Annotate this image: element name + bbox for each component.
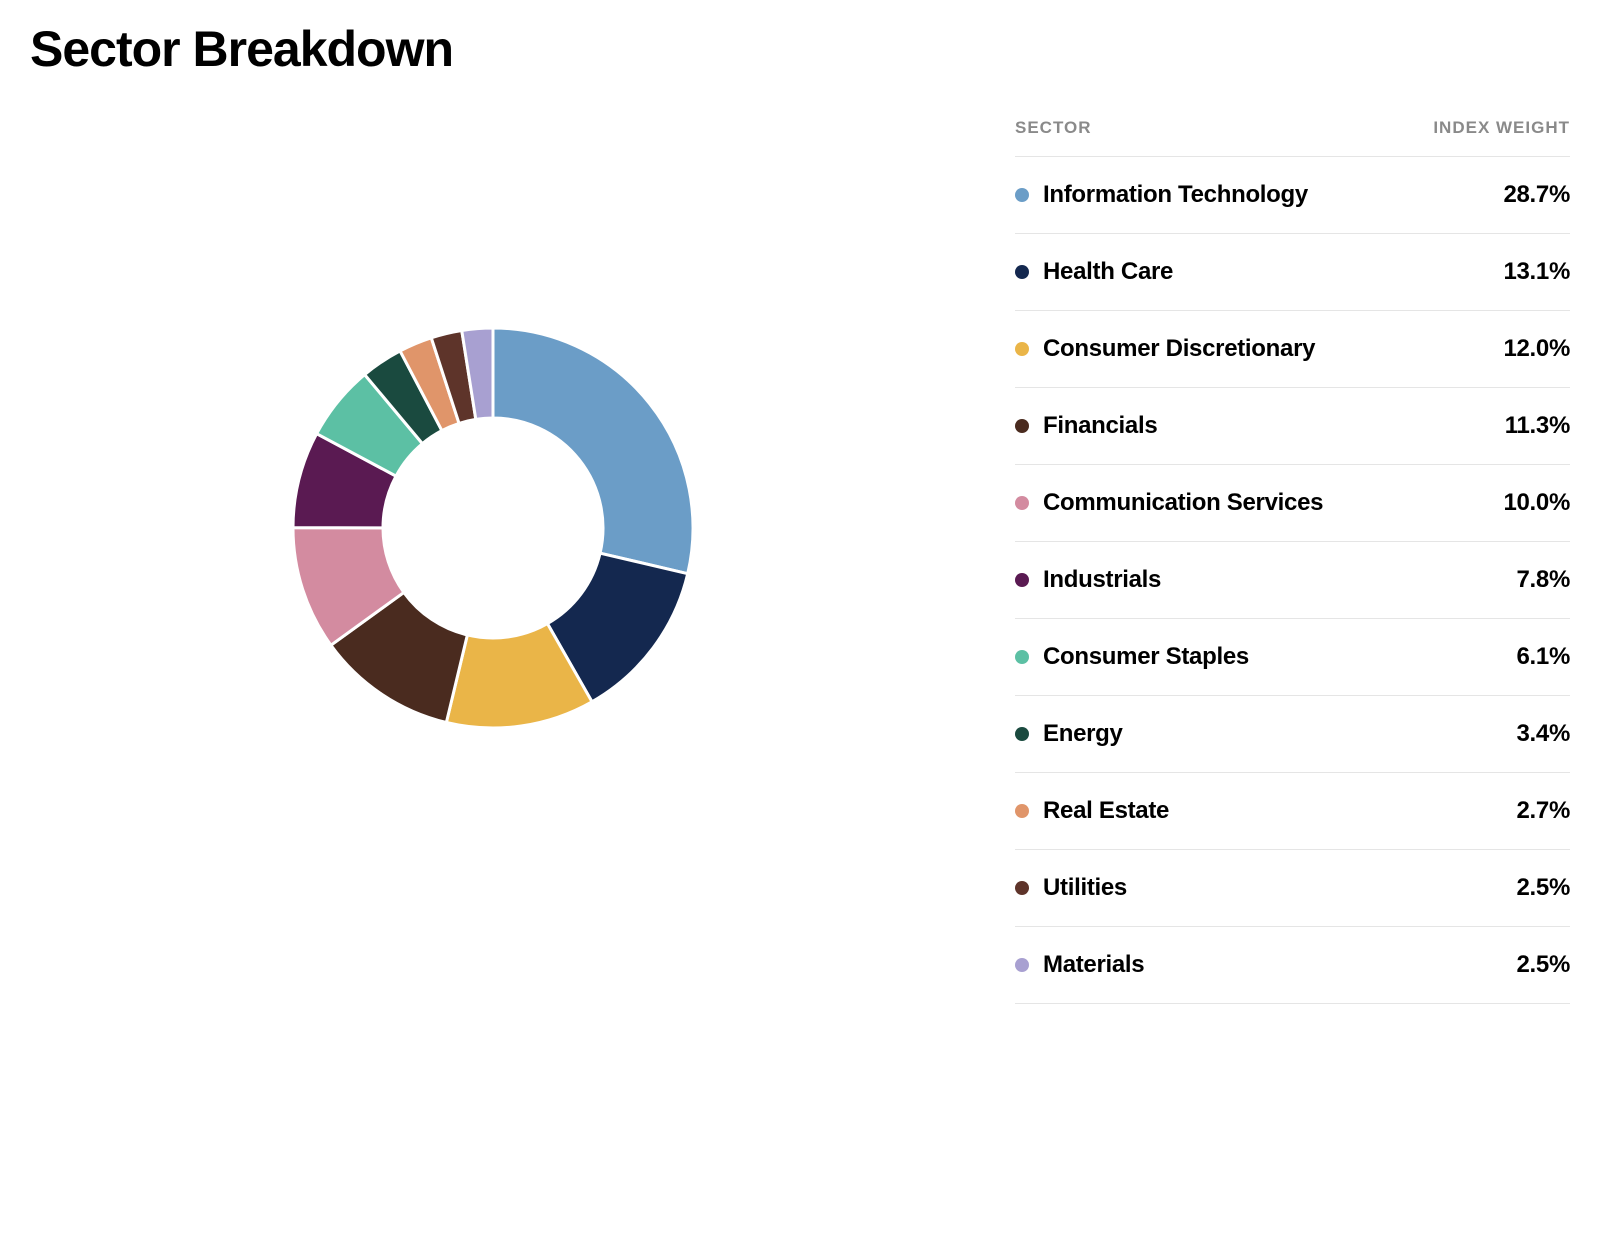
sector-table: SECTOR INDEX WEIGHT Information Technolo… — [1015, 118, 1570, 1004]
table-row: Energy 3.4% — [1015, 696, 1570, 773]
sector-name: Energy — [1043, 720, 1123, 748]
sector-cell: Utilities — [1015, 874, 1127, 902]
sector-name: Financials — [1043, 412, 1157, 440]
table-row: Real Estate 2.7% — [1015, 773, 1570, 850]
table-row: Health Care 13.1% — [1015, 234, 1570, 311]
page-title: Sector Breakdown — [30, 20, 1570, 78]
table-row: Consumer Staples 6.1% — [1015, 619, 1570, 696]
weight-value: 28.7% — [1503, 181, 1570, 209]
sector-cell: Industrials — [1015, 566, 1161, 594]
weight-value: 2.5% — [1516, 951, 1570, 979]
table-row: Communication Services 10.0% — [1015, 465, 1570, 542]
weight-value: 13.1% — [1503, 258, 1570, 286]
weight-value: 12.0% — [1503, 335, 1570, 363]
sector-name: Consumer Discretionary — [1043, 335, 1315, 363]
color-dot-icon — [1015, 342, 1029, 356]
color-dot-icon — [1015, 496, 1029, 510]
header-weight: INDEX WEIGHT — [1433, 118, 1570, 138]
donut-slice — [493, 328, 693, 574]
sector-cell: Materials — [1015, 951, 1144, 979]
color-dot-icon — [1015, 958, 1029, 972]
header-sector: SECTOR — [1015, 118, 1092, 138]
sector-name: Communication Services — [1043, 489, 1323, 517]
weight-value: 3.4% — [1516, 720, 1570, 748]
sector-cell: Real Estate — [1015, 797, 1169, 825]
color-dot-icon — [1015, 804, 1029, 818]
table-row: Utilities 2.5% — [1015, 850, 1570, 927]
sector-name: Materials — [1043, 951, 1144, 979]
table-row: Financials 11.3% — [1015, 388, 1570, 465]
sector-name: Real Estate — [1043, 797, 1169, 825]
main-container: SECTOR INDEX WEIGHT Information Technolo… — [30, 118, 1570, 1004]
color-dot-icon — [1015, 727, 1029, 741]
color-dot-icon — [1015, 419, 1029, 433]
weight-value: 7.8% — [1516, 566, 1570, 594]
table-header: SECTOR INDEX WEIGHT — [1015, 118, 1570, 157]
chart-section — [30, 118, 955, 738]
sector-cell: Energy — [1015, 720, 1123, 748]
table-row: Materials 2.5% — [1015, 927, 1570, 1004]
weight-value: 11.3% — [1505, 412, 1570, 440]
color-dot-icon — [1015, 650, 1029, 664]
color-dot-icon — [1015, 265, 1029, 279]
table-body: Information Technology 28.7% Health Care 13… — [1015, 157, 1570, 1004]
sector-name: Industrials — [1043, 566, 1161, 594]
weight-value: 2.7% — [1516, 797, 1570, 825]
donut-chart — [283, 318, 703, 738]
sector-cell: Health Care — [1015, 258, 1173, 286]
sector-cell: Consumer Staples — [1015, 643, 1249, 671]
table-row: Consumer Discretionary 12.0% — [1015, 311, 1570, 388]
weight-value: 10.0% — [1503, 489, 1570, 517]
sector-name: Information Technology — [1043, 181, 1308, 209]
sector-name: Health Care — [1043, 258, 1173, 286]
weight-value: 2.5% — [1516, 874, 1570, 902]
table-row: Industrials 7.8% — [1015, 542, 1570, 619]
sector-name: Utilities — [1043, 874, 1127, 902]
sector-cell: Information Technology — [1015, 181, 1308, 209]
color-dot-icon — [1015, 188, 1029, 202]
weight-value: 6.1% — [1516, 643, 1570, 671]
sector-cell: Communication Services — [1015, 489, 1323, 517]
sector-cell: Financials — [1015, 412, 1157, 440]
color-dot-icon — [1015, 573, 1029, 587]
sector-cell: Consumer Discretionary — [1015, 335, 1315, 363]
color-dot-icon — [1015, 881, 1029, 895]
sector-name: Consumer Staples — [1043, 643, 1249, 671]
table-row: Information Technology 28.7% — [1015, 157, 1570, 234]
